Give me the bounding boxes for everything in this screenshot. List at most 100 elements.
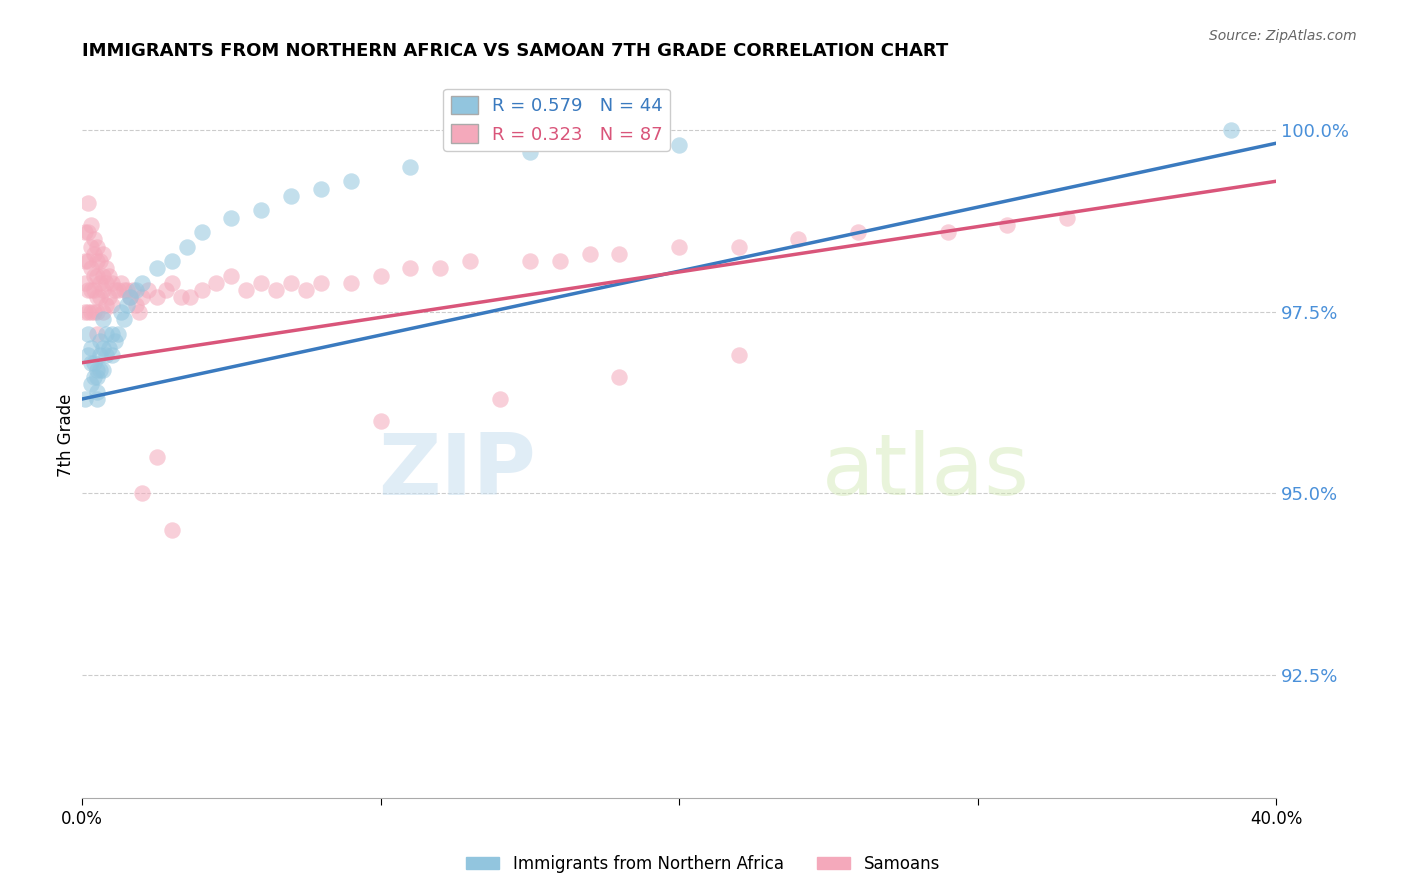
- Text: atlas: atlas: [823, 430, 1031, 513]
- Text: ZIP: ZIP: [378, 430, 536, 513]
- Point: [110, 276, 132, 290]
- Point: [429, 261, 451, 276]
- Point: [91, 268, 114, 283]
- Point: [235, 283, 257, 297]
- Point: [86, 384, 108, 399]
- Point: [91, 312, 114, 326]
- Point: [104, 283, 127, 297]
- Point: [145, 450, 167, 464]
- Point: [190, 225, 212, 239]
- Point: [75, 305, 97, 319]
- Point: [1220, 123, 1243, 137]
- Point: [83, 283, 105, 297]
- Point: [727, 348, 749, 362]
- Point: [190, 283, 212, 297]
- Point: [94, 298, 117, 312]
- Point: [83, 356, 105, 370]
- Point: [80, 283, 103, 297]
- Point: [80, 356, 103, 370]
- Point: [86, 268, 108, 283]
- Point: [91, 305, 114, 319]
- Point: [489, 392, 512, 406]
- Point: [115, 298, 138, 312]
- Point: [107, 326, 129, 341]
- Point: [221, 211, 243, 225]
- Point: [86, 239, 108, 253]
- Point: [221, 268, 243, 283]
- Point: [80, 305, 103, 319]
- Point: [458, 254, 481, 268]
- Point: [112, 312, 135, 326]
- Point: [80, 239, 103, 253]
- Point: [250, 276, 273, 290]
- Point: [83, 305, 105, 319]
- Point: [280, 276, 302, 290]
- Point: [118, 290, 141, 304]
- Point: [136, 283, 159, 297]
- Point: [519, 254, 541, 268]
- Point: [309, 276, 332, 290]
- Point: [250, 203, 273, 218]
- Point: [91, 283, 114, 297]
- Point: [89, 254, 111, 268]
- Point: [94, 348, 117, 362]
- Point: [115, 283, 138, 297]
- Point: [370, 414, 392, 428]
- Point: [86, 392, 108, 406]
- Point: [787, 232, 810, 246]
- Point: [77, 225, 100, 239]
- Point: [205, 276, 228, 290]
- Point: [77, 326, 100, 341]
- Point: [80, 377, 103, 392]
- Point: [101, 298, 124, 312]
- Point: [399, 261, 422, 276]
- Point: [75, 392, 97, 406]
- Point: [77, 254, 100, 268]
- Point: [145, 290, 167, 304]
- Point: [176, 239, 198, 253]
- Point: [89, 334, 111, 348]
- Point: [101, 326, 124, 341]
- Point: [89, 363, 111, 377]
- Point: [131, 276, 153, 290]
- Point: [160, 276, 183, 290]
- Point: [548, 254, 571, 268]
- Point: [160, 254, 183, 268]
- Point: [94, 261, 117, 276]
- Point: [77, 283, 100, 297]
- Point: [80, 218, 103, 232]
- Point: [519, 145, 541, 160]
- Point: [280, 189, 302, 203]
- Point: [112, 283, 135, 297]
- Point: [94, 326, 117, 341]
- Point: [86, 305, 108, 319]
- Point: [121, 283, 143, 297]
- Point: [668, 138, 690, 153]
- Point: [83, 232, 105, 246]
- Point: [295, 283, 318, 297]
- Point: [179, 290, 201, 304]
- Point: [936, 225, 959, 239]
- Legend: R = 0.579   N = 44, R = 0.323   N = 87: R = 0.579 N = 44, R = 0.323 N = 87: [443, 88, 671, 151]
- Point: [339, 276, 361, 290]
- Point: [83, 268, 105, 283]
- Text: Source: ZipAtlas.com: Source: ZipAtlas.com: [1209, 29, 1357, 43]
- Y-axis label: 7th Grade: 7th Grade: [58, 393, 75, 477]
- Point: [668, 239, 690, 253]
- Point: [86, 363, 108, 377]
- Point: [995, 218, 1018, 232]
- Point: [91, 247, 114, 261]
- Point: [89, 290, 111, 304]
- Point: [83, 370, 105, 384]
- Point: [609, 370, 631, 384]
- Point: [75, 254, 97, 268]
- Point: [125, 283, 148, 297]
- Text: IMMIGRANTS FROM NORTHERN AFRICA VS SAMOAN 7TH GRADE CORRELATION CHART: IMMIGRANTS FROM NORTHERN AFRICA VS SAMOA…: [82, 42, 949, 60]
- Point: [80, 261, 103, 276]
- Point: [578, 247, 600, 261]
- Point: [77, 196, 100, 211]
- Point: [98, 341, 121, 355]
- Point: [107, 283, 129, 297]
- Point: [727, 239, 749, 253]
- Point: [86, 290, 108, 304]
